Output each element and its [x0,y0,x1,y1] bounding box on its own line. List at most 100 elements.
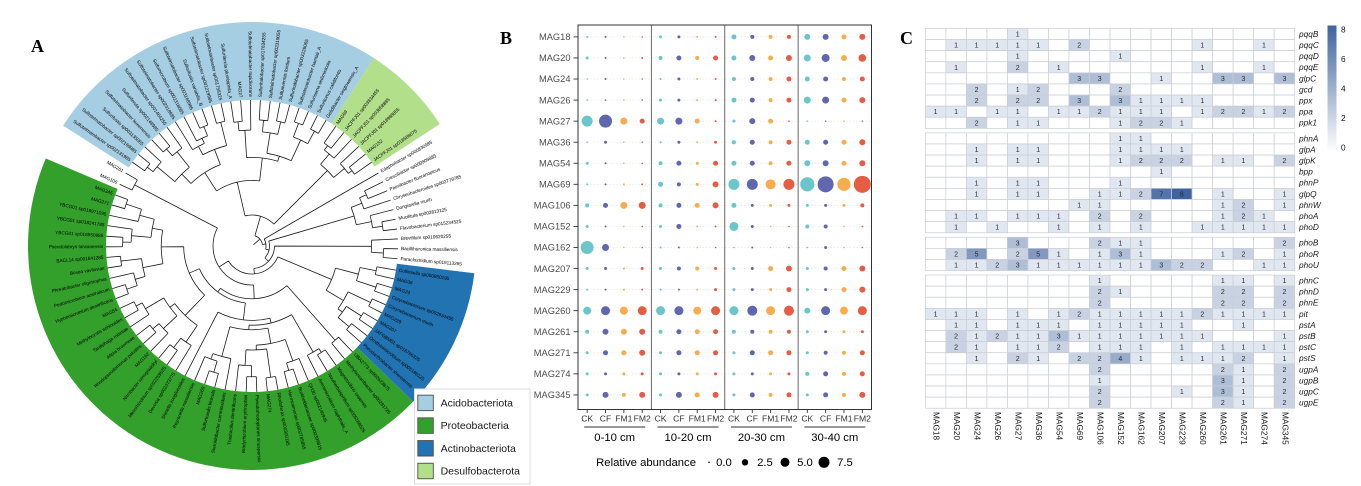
svg-text:2: 2 [1098,240,1102,247]
svg-text:2: 2 [1118,87,1122,94]
svg-text:1: 1 [1016,214,1020,221]
svg-text:5.0: 5.0 [797,457,813,469]
svg-text:1: 1 [975,158,979,165]
svg-text:1: 1 [1036,334,1040,341]
svg-text:1: 1 [1139,147,1143,154]
svg-text:MAG261: MAG261 [1219,412,1229,445]
svg-text:1: 1 [1098,263,1102,270]
svg-text:1: 1 [1016,54,1020,61]
svg-text:MAG345: MAG345 [94,185,113,196]
svg-text:1: 1 [1118,289,1122,296]
svg-text:phnD: phnD [1298,287,1319,297]
svg-text:2: 2 [975,87,979,94]
svg-text:1: 1 [1036,180,1040,187]
svg-text:1: 1 [1159,98,1163,105]
svg-text:1: 1 [954,109,958,116]
svg-text:2: 2 [1180,263,1184,270]
svg-text:ugpE: ugpE [1299,398,1319,408]
svg-text:phnC: phnC [1298,276,1320,286]
svg-text:2: 2 [1098,214,1102,221]
svg-text:BACL14 sp001641285: BACL14 sp001641285 [56,255,104,264]
svg-text:0-10 cm: 0-10 cm [594,432,635,444]
svg-text:1: 1 [1077,203,1081,210]
svg-text:1: 1 [1016,87,1020,94]
svg-text:2: 2 [1282,389,1286,396]
svg-text:1: 1 [1118,323,1122,330]
svg-text:2: 2 [1077,43,1081,50]
svg-text:MAG54: MAG54 [1055,412,1065,441]
svg-text:20-30 cm: 20-30 cm [738,432,785,444]
svg-text:gcd: gcd [1299,84,1313,94]
svg-text:1: 1 [1221,278,1225,285]
svg-text:7: 7 [1159,191,1163,198]
svg-text:glpA: glpA [1299,144,1316,154]
svg-text:1: 1 [1036,263,1040,270]
svg-text:1: 1 [1180,98,1184,105]
svg-text:1: 1 [1016,323,1020,330]
svg-text:FM1: FM1 [835,414,852,424]
svg-text:MAG207: MAG207 [1157,412,1167,445]
svg-text:FM1: FM1 [689,414,706,424]
svg-text:1: 1 [1221,203,1225,210]
svg-text:CK: CK [728,414,740,424]
svg-text:3: 3 [1077,98,1081,105]
svg-text:1: 1 [1221,214,1225,221]
svg-text:5: 5 [1036,251,1040,258]
svg-text:2: 2 [1221,109,1225,116]
svg-text:10-20 cm: 10-20 cm [665,432,712,444]
svg-text:2: 2 [1180,158,1184,165]
svg-text:1: 1 [1098,334,1102,341]
svg-text:2: 2 [1139,191,1143,198]
svg-text:MAG20: MAG20 [539,53,571,63]
svg-text:2: 2 [1016,65,1020,72]
svg-text:1: 1 [1077,109,1081,116]
svg-text:MAG69: MAG69 [539,180,571,190]
svg-text:1: 1 [975,180,979,187]
svg-text:pstS: pstS [1298,353,1316,363]
svg-text:1: 1 [1200,65,1204,72]
svg-text:MAG162: MAG162 [534,243,571,253]
svg-text:2: 2 [975,98,979,105]
svg-text:1: 1 [954,263,958,270]
svg-text:1: 1 [1139,356,1143,363]
svg-text:3: 3 [1241,76,1245,83]
svg-text:1: 1 [1221,225,1225,232]
svg-text:1: 1 [1098,278,1102,285]
svg-text:1: 1 [1057,311,1061,318]
svg-text:2: 2 [1098,389,1102,396]
svg-text:1: 1 [1016,311,1020,318]
svg-text:CF: CF [673,414,684,424]
svg-text:pqqE: pqqE [1298,62,1319,72]
svg-text:A: A [31,36,44,56]
svg-text:1: 1 [975,214,979,221]
svg-text:1: 1 [1241,311,1245,318]
svg-text:1: 1 [1139,240,1143,247]
svg-text:3: 3 [1221,378,1225,385]
svg-text:MAG36: MAG36 [1034,412,1044,441]
svg-text:1: 1 [1282,203,1286,210]
svg-text:1: 1 [1016,345,1020,352]
svg-text:MAG261: MAG261 [534,327,571,337]
svg-text:FM2: FM2 [634,414,651,424]
svg-text:1: 1 [1221,345,1225,352]
svg-text:1: 1 [1262,263,1266,270]
svg-text:Thiobacillus denitrificans: Thiobacillus denitrificans [227,393,238,445]
svg-text:2: 2 [1241,356,1245,363]
svg-text:FM2: FM2 [854,414,871,424]
svg-text:Actinobacteriota: Actinobacteriota [441,443,516,455]
svg-text:1: 1 [1016,109,1020,116]
svg-text:1: 1 [934,109,938,116]
svg-text:MAG229: MAG229 [534,285,571,295]
svg-text:1: 1 [1159,109,1163,116]
svg-text:1: 1 [1221,311,1225,318]
svg-text:2: 2 [954,345,958,352]
svg-text:2: 2 [954,251,958,258]
svg-text:1: 1 [1098,345,1102,352]
svg-text:Pseudorhodoplanes sinuspersici: Pseudorhodoplanes sinuspersici [255,395,262,463]
svg-text:pstB: pstB [1298,331,1316,341]
svg-text:1: 1 [1016,147,1020,154]
svg-text:MAG26: MAG26 [993,412,1003,441]
svg-text:1: 1 [1016,180,1020,187]
svg-text:MAG106: MAG106 [534,201,571,211]
svg-text:1: 1 [1036,147,1040,154]
